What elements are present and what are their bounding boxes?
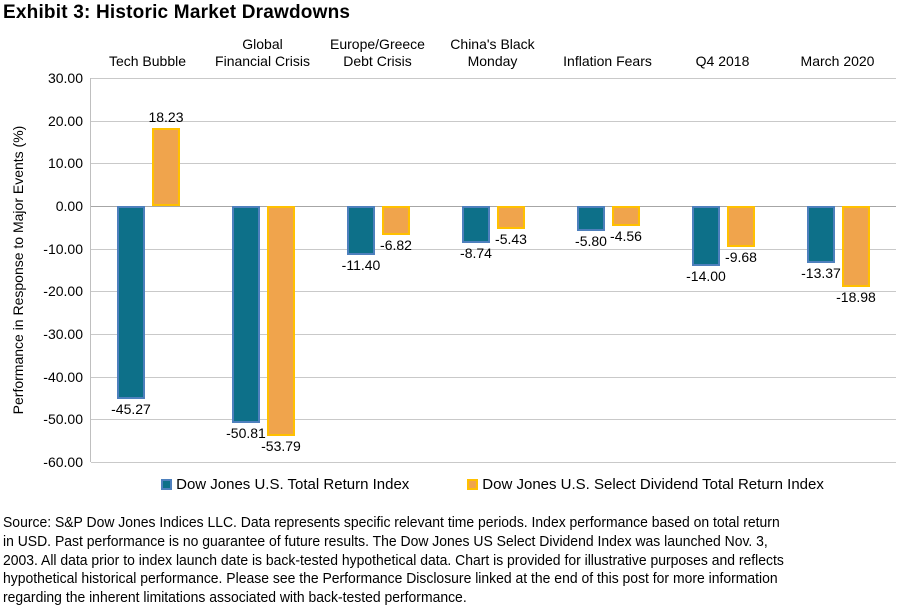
chart-legend: Dow Jones U.S. Total Return Index Dow Jo… — [90, 476, 895, 493]
value-label: -5.80 — [575, 232, 607, 249]
y-tick-label: -30.00 — [43, 326, 83, 342]
y-tick-label: 10.00 — [47, 155, 83, 171]
category-label: Inflation Fears — [563, 53, 652, 69]
bar-series1-group7 — [807, 206, 835, 263]
y-axis-title: Performance in Response to Major Events … — [10, 125, 26, 415]
category-label: Global Financial Crisis — [215, 36, 310, 69]
value-label: -13.37 — [801, 265, 841, 281]
value-label: -50.81 — [226, 424, 266, 441]
y-tick-label: 20.00 — [47, 113, 83, 129]
legend-item-total-return: Dow Jones U.S. Total Return Index — [161, 476, 409, 493]
value-label: -18.98 — [836, 289, 876, 305]
footnote-line: 2003. All data prior to index launch dat… — [3, 551, 784, 569]
gridline — [91, 291, 896, 292]
category-label: Europe/Greece Debt Crisis — [330, 36, 425, 69]
plot-area: -45.27 18.23 -50.81 -53.79 -11.40 -6.82 -8.74-… — [90, 78, 896, 463]
footnote-line: in USD. Past performance is no guarantee… — [3, 532, 768, 550]
gridline — [91, 78, 896, 79]
y-tick-label: -50.00 — [43, 411, 83, 427]
value-label: -8.74 — [460, 245, 492, 262]
y-axis-ticks: 30.00 20.00 10.00 0.00 -10.00 -20.00 -30.00 -40… — [0, 70, 83, 470]
y-tick-label: 30.00 — [47, 70, 83, 86]
value-label: -4.56 — [610, 227, 642, 244]
legend-marker-select-dividend — [467, 479, 479, 490]
value-label: -53.79 — [261, 437, 301, 454]
category-label: Tech Bubble — [108, 53, 187, 69]
y-tick-label: -10.00 — [43, 241, 83, 257]
legend-label-total-return: Dow Jones U.S. Total Return Index — [176, 476, 410, 493]
value-label: -14.00 — [686, 267, 726, 284]
bar-series1-group4 — [462, 206, 490, 244]
category-label: China's Black Monday — [450, 36, 535, 69]
gridline — [91, 419, 896, 420]
bar-series1-group1 — [117, 206, 145, 400]
value-label: -6.82 — [380, 237, 412, 254]
source-footnote: Source: S&P Dow Jones Indices LLC. Data … — [3, 514, 843, 608]
gridline — [91, 334, 896, 335]
y-tick-label: -40.00 — [43, 369, 83, 385]
y-tick-label: 0.00 — [55, 198, 83, 214]
gridline — [91, 163, 896, 164]
zero-gridline — [91, 206, 896, 207]
bar-series1-group2 — [232, 206, 260, 423]
category-label: Q4 2018 — [695, 53, 750, 69]
bar-series2-group2 — [267, 206, 295, 436]
bar-series2-group4 — [497, 206, 525, 230]
bar-series1-group6 — [692, 206, 720, 266]
value-label: -45.27 — [111, 401, 151, 418]
value-label: 18.23 — [148, 109, 184, 126]
bar-series1-group5 — [577, 206, 605, 231]
footnote-line: hypothetical historical performance. Ple… — [3, 570, 778, 588]
legend-marker-total-return — [161, 479, 173, 490]
gridline — [91, 462, 896, 463]
chart-title: Exhibit 3: Historic Market Drawdowns — [3, 2, 351, 23]
legend-item-select-dividend: Dow Jones U.S. Select Dividend Total Ret… — [467, 476, 824, 493]
value-label: -11.40 — [341, 256, 381, 273]
y-tick-label: -20.00 — [43, 283, 83, 299]
gridline — [91, 121, 896, 122]
category-labels-row: Tech Bubble Global Financial Crisis Europe… — [90, 27, 895, 70]
legend-label-select-dividend: Dow Jones U.S. Select Dividend Total Ret… — [482, 476, 824, 493]
y-tick-label: -60.00 — [43, 454, 83, 470]
category-label: March 2020 — [800, 53, 875, 69]
value-label: -9.68 — [725, 249, 757, 266]
bar-series2-group5 — [612, 206, 640, 226]
bar-series2-group7 — [842, 206, 870, 287]
bar-series2-group3 — [382, 206, 410, 236]
footnote-line: regarding the inherent limitations assoc… — [3, 589, 467, 607]
bar-series2-group1 — [152, 128, 180, 206]
gridline — [91, 377, 896, 378]
gridline — [91, 249, 896, 250]
bar-series2-group6 — [727, 206, 755, 248]
value-label: -5.43 — [495, 231, 527, 248]
bar-series1-group3 — [347, 206, 375, 255]
footnote-line: Source: S&P Dow Jones Indices LLC. Data … — [3, 514, 780, 531]
